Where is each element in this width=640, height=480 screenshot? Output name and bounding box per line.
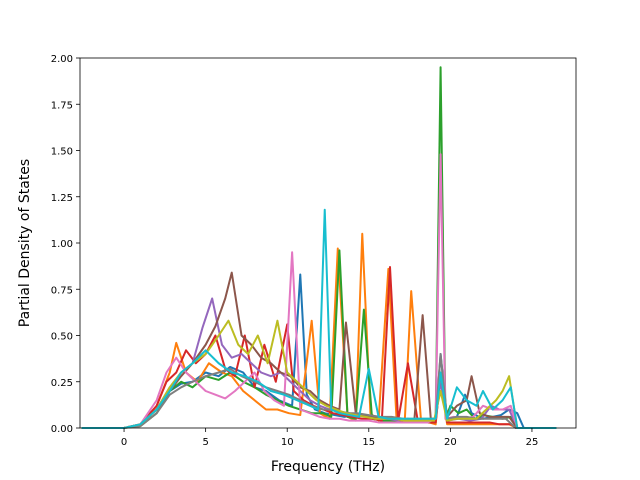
x-axis-label: Frequency (THz) bbox=[271, 459, 385, 475]
series-line-9 bbox=[81, 319, 557, 429]
y-axis: 0.00 0.25 0.50 0.75 1.00 1.25 1.50 1.75 2.00 bbox=[51, 54, 80, 435]
axes-background bbox=[80, 58, 576, 428]
x-tick-label: 5 bbox=[202, 437, 208, 448]
y-tick-label: 0.50 bbox=[51, 332, 73, 343]
x-axis: 0 5 10 15 20 25 bbox=[121, 428, 538, 448]
y-tick-label: 0.75 bbox=[51, 285, 73, 296]
y-axis-label: Partial Density of States bbox=[17, 159, 33, 327]
y-tick-label: 1.75 bbox=[51, 100, 73, 111]
plot-area bbox=[79, 57, 577, 429]
y-tick-label: 1.50 bbox=[51, 147, 73, 158]
series-line-10 bbox=[81, 208, 557, 429]
x-tick-label: 15 bbox=[362, 437, 375, 448]
series-line-6 bbox=[81, 271, 557, 429]
x-tick-label: 20 bbox=[444, 437, 457, 448]
y-tick-label: 0.00 bbox=[51, 424, 73, 435]
y-tick-label: 1.00 bbox=[51, 239, 73, 250]
series-layer bbox=[81, 66, 557, 429]
y-tick-label: 0.25 bbox=[51, 378, 73, 389]
x-tick-label: 0 bbox=[121, 437, 127, 448]
y-tick-label: 1.25 bbox=[51, 193, 73, 204]
x-tick-label: 25 bbox=[526, 437, 539, 448]
x-tick-label: 10 bbox=[281, 437, 294, 448]
series-line-4 bbox=[81, 266, 557, 429]
y-tick-label: 2.00 bbox=[51, 54, 73, 65]
